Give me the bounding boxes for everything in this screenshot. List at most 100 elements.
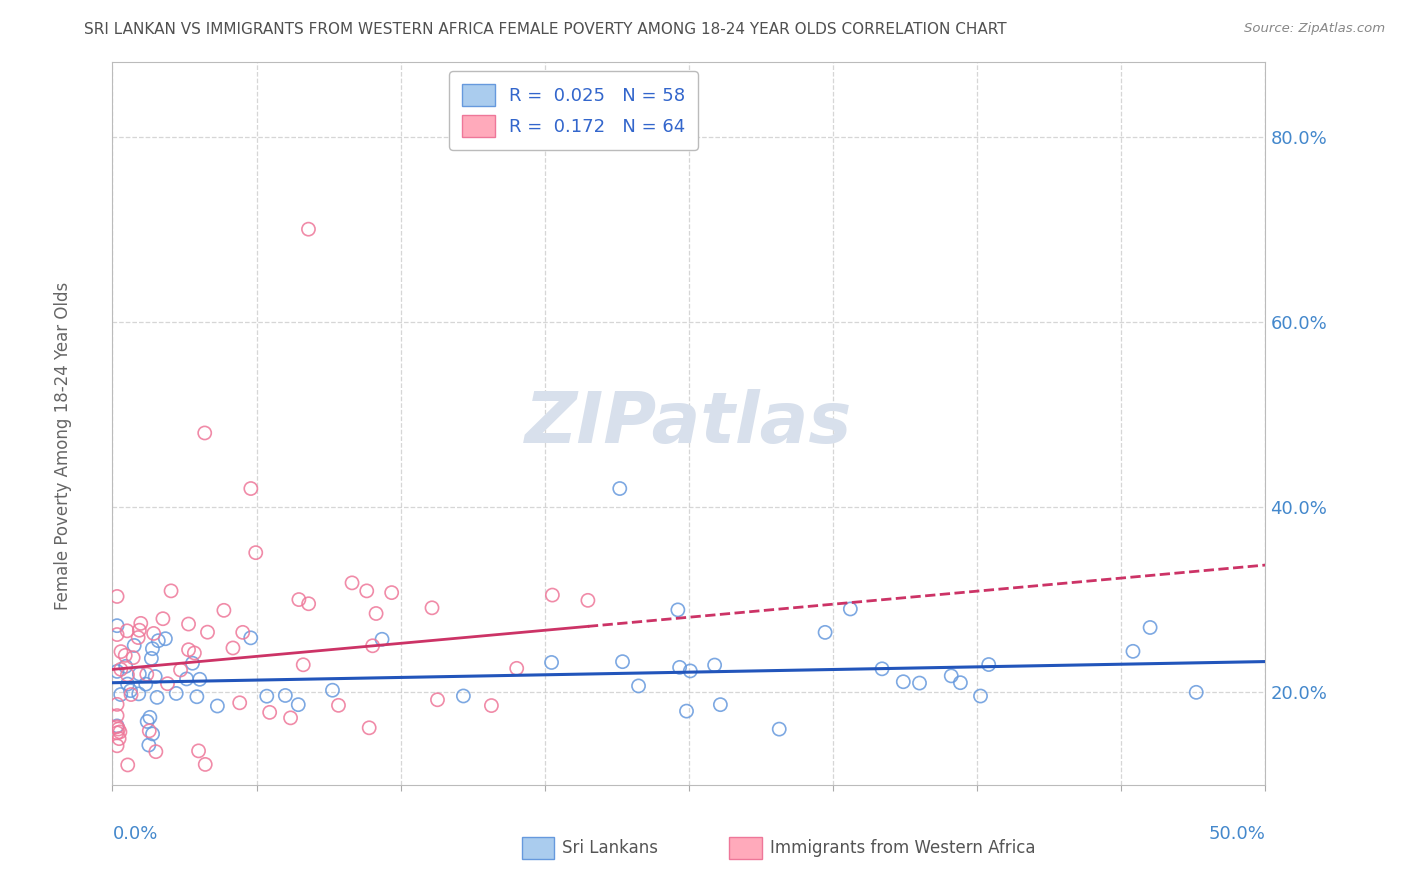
Point [107, 722, 129, 736]
Point [114, 659, 136, 673]
Point [297, 222, 319, 236]
Point [256, 689, 278, 703]
Point [891, 674, 914, 689]
Point [128, 624, 150, 638]
Point [135, 667, 157, 681]
Point [110, 645, 132, 659]
Point [949, 675, 972, 690]
Point [679, 664, 702, 678]
Point [768, 722, 790, 736]
Point [117, 667, 139, 681]
Point [453, 689, 475, 703]
Point [194, 425, 217, 440]
Point [1185, 685, 1208, 699]
Point [969, 689, 991, 703]
Point [207, 698, 229, 713]
Point [212, 603, 235, 617]
Point [105, 720, 128, 734]
Point [340, 575, 363, 590]
Point [135, 677, 157, 691]
Point [139, 710, 162, 724]
Point [814, 625, 837, 640]
Point [129, 616, 152, 631]
Text: 50.0%: 50.0% [1209, 825, 1265, 843]
Point [105, 627, 128, 641]
Point [128, 667, 150, 681]
Point [155, 632, 177, 646]
Point [127, 631, 149, 645]
FancyBboxPatch shape [522, 837, 554, 859]
Point [426, 692, 449, 706]
Text: 0.0%: 0.0% [112, 825, 157, 843]
Point [128, 687, 150, 701]
Point [143, 670, 166, 684]
Point [245, 546, 267, 560]
Point [288, 592, 311, 607]
Point [148, 633, 170, 648]
Point [232, 625, 254, 640]
Legend: R =  0.025   N = 58, R =  0.172   N = 64: R = 0.025 N = 58, R = 0.172 N = 64 [450, 71, 697, 150]
Point [117, 758, 139, 772]
Point [285, 797, 308, 811]
Point [678, 797, 700, 811]
Text: Sri Lankans: Sri Lankans [562, 838, 658, 857]
Point [187, 744, 209, 758]
Point [259, 706, 281, 720]
Point [541, 588, 564, 602]
Point [703, 658, 725, 673]
Point [141, 651, 163, 665]
Point [280, 711, 302, 725]
Point [105, 739, 128, 753]
Point [908, 676, 931, 690]
Point [122, 639, 145, 653]
Point [709, 698, 731, 712]
Text: Immigrants from Western Africa: Immigrants from Western Africa [769, 838, 1035, 857]
Point [371, 632, 394, 647]
Point [506, 661, 529, 675]
Point [666, 603, 689, 617]
Point [359, 721, 381, 735]
Point [188, 673, 211, 687]
Point [181, 657, 204, 671]
Point [142, 626, 165, 640]
Point [138, 723, 160, 738]
Point [105, 618, 128, 632]
Text: ZIPatlas: ZIPatlas [526, 389, 852, 458]
Point [176, 672, 198, 686]
Point [839, 602, 862, 616]
Point [321, 683, 343, 698]
Point [160, 583, 183, 598]
Point [364, 607, 387, 621]
Point [977, 657, 1000, 672]
Point [298, 597, 321, 611]
Point [105, 726, 128, 740]
Point [152, 612, 174, 626]
Point [675, 704, 697, 718]
Point [186, 690, 208, 704]
Point [378, 797, 401, 811]
Point [108, 731, 131, 746]
Point [361, 639, 384, 653]
Point [105, 590, 128, 604]
Point [177, 642, 200, 657]
Point [114, 648, 136, 663]
Point [668, 660, 690, 674]
Point [146, 690, 169, 705]
Point [381, 585, 404, 599]
Point [627, 679, 650, 693]
Point [612, 655, 634, 669]
Point [609, 482, 631, 496]
Point [108, 725, 131, 739]
Point [239, 482, 262, 496]
Point [115, 624, 138, 638]
Point [120, 683, 142, 698]
Point [420, 600, 443, 615]
Point [183, 646, 205, 660]
Point [870, 662, 893, 676]
Point [122, 650, 145, 665]
Text: SRI LANKAN VS IMMIGRANTS FROM WESTERN AFRICA FEMALE POVERTY AMONG 18-24 YEAR OLD: SRI LANKAN VS IMMIGRANTS FROM WESTERN AF… [84, 22, 1007, 37]
Point [274, 689, 297, 703]
Point [197, 625, 219, 640]
Point [941, 669, 963, 683]
Point [287, 698, 309, 712]
